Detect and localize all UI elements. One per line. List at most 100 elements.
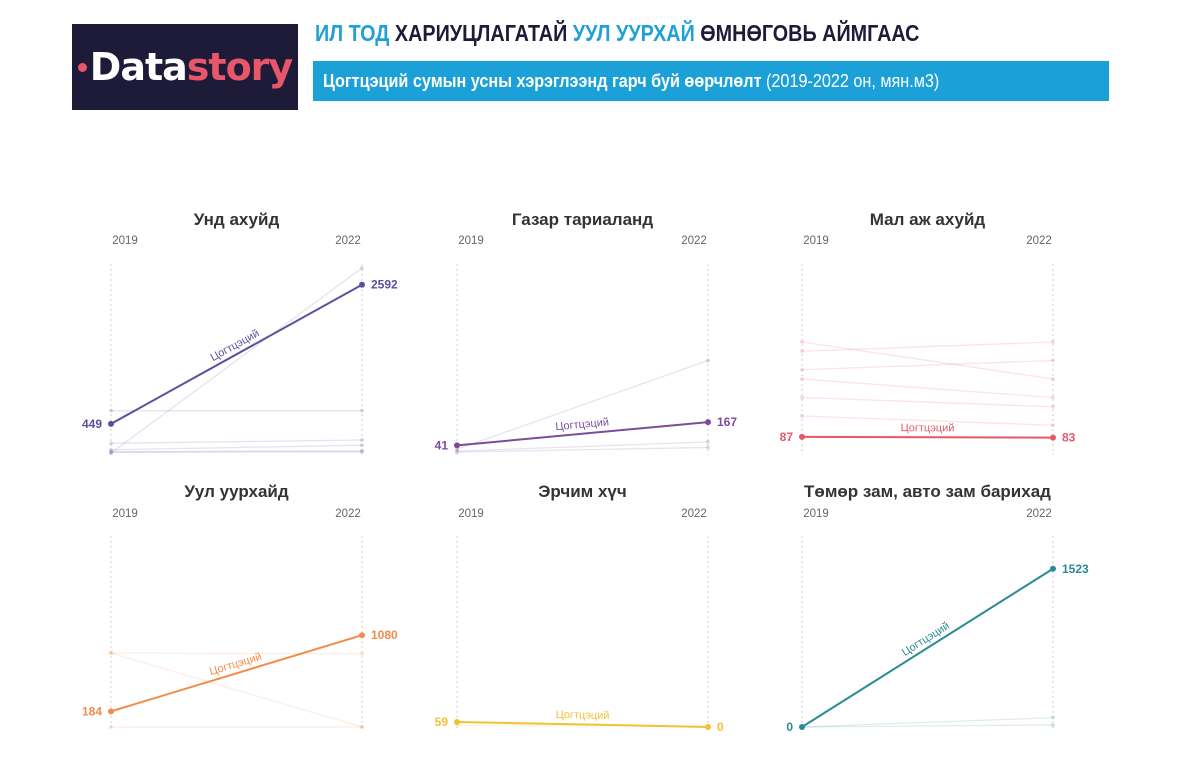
background-series-line	[801, 341, 1054, 352]
background-series-line	[801, 717, 1054, 728]
background-series-point	[1051, 404, 1055, 409]
background-series-point	[109, 408, 113, 413]
chart-title: Газар тариаланд	[512, 210, 653, 229]
year-label-start: 2019	[112, 508, 138, 520]
subtitle-bar: Цогтцэций сумын усны хэрэглээнд гарч буй…	[313, 61, 1109, 101]
background-series-line	[456, 359, 709, 450]
logo-dot-icon	[77, 63, 87, 72]
background-series-point	[1051, 395, 1055, 400]
background-series-point	[706, 358, 710, 363]
background-series-line	[801, 415, 1054, 426]
background-series-line	[801, 359, 1054, 371]
value-label-end: 2592	[371, 278, 398, 292]
value-label-start: 0	[786, 720, 793, 734]
highlight-point-start	[108, 420, 114, 427]
value-label-end: 0	[717, 720, 724, 734]
background-series-point	[800, 340, 804, 344]
value-label-end: 167	[717, 415, 737, 429]
background-series-point	[455, 449, 459, 454]
highlight-point-end	[359, 281, 365, 288]
year-label-start: 2019	[458, 508, 484, 520]
background-series-point	[360, 408, 364, 413]
background-series-point	[109, 725, 113, 729]
title-highlight-2: УУЛ УУРХАЙ	[572, 20, 695, 46]
highlight-point-end	[359, 632, 365, 639]
background-series-line	[456, 446, 709, 453]
background-series-line	[801, 724, 1054, 728]
value-label-start: 87	[780, 430, 794, 444]
background-series-point	[1051, 722, 1055, 727]
year-label-end: 2022	[1026, 235, 1052, 247]
background-series-point	[109, 449, 113, 454]
highlight-line	[801, 567, 1054, 728]
background-series-line	[110, 267, 363, 454]
highlight-point-end	[705, 724, 711, 730]
year-label-end: 2022	[681, 235, 707, 247]
year-label-end: 2022	[335, 508, 361, 520]
highlight-point-end	[1050, 434, 1056, 441]
highlight-point-start	[454, 718, 460, 725]
background-series-point	[1051, 377, 1055, 381]
background-series-point	[706, 445, 710, 450]
background-series-line	[801, 378, 1054, 399]
background-series-line	[801, 341, 1054, 380]
series-label: Цогтцэций	[555, 416, 610, 433]
background-series-point	[455, 447, 459, 452]
background-series-point	[360, 266, 364, 270]
background-series-line	[801, 396, 1054, 408]
series-label: Цогтцэций	[901, 422, 955, 434]
value-label-end: 83	[1062, 431, 1076, 445]
background-series-point	[800, 367, 804, 372]
highlight-point-start	[799, 724, 805, 730]
title-part-1: ХАРИУЦЛАГАТАЙ	[389, 20, 573, 46]
page-subtitle: Цогтцэций сумын усны хэрэглээнд гарч буй…	[323, 71, 939, 92]
background-series-point	[360, 449, 364, 454]
title-part-2: ӨМНӨГОВЬ АЙМГААС	[694, 20, 920, 46]
background-series-point	[360, 438, 364, 443]
background-series-line	[110, 450, 363, 453]
chart-title: Эрчим хүч	[538, 482, 626, 501]
background-series-point	[360, 651, 364, 656]
year-label-start: 2019	[803, 235, 829, 247]
value-label-start: 59	[435, 715, 449, 729]
background-series-point	[360, 725, 364, 729]
background-series-line	[110, 444, 363, 451]
background-series-point	[109, 447, 113, 452]
background-series-point	[109, 450, 113, 455]
background-series-line	[110, 439, 363, 444]
logo-accent: story	[186, 45, 293, 89]
year-label-end: 2022	[681, 508, 707, 520]
chart-title: Мал аж ахуйд	[870, 210, 986, 229]
chart-title: Төмөр зам, авто зам барихад	[804, 482, 1051, 501]
background-series-point	[109, 651, 113, 656]
highlight-point-end	[705, 419, 711, 426]
background-series-point	[1051, 358, 1055, 363]
background-series-point	[1051, 423, 1055, 428]
background-series-point	[1051, 715, 1055, 720]
logo-text: Datastory	[77, 45, 293, 89]
background-series-point	[360, 725, 364, 729]
series-label: Цогтцэций	[556, 709, 610, 722]
logo-main: Data	[89, 45, 188, 89]
highlight-line	[110, 283, 363, 425]
subtitle-rest: (2019-2022 он, мян.м3)	[761, 70, 940, 91]
value-label-start: 41	[435, 438, 449, 452]
highlight-point-end	[1050, 565, 1056, 572]
chart-title: Уул уурхайд	[184, 482, 289, 501]
highlight-point-start	[108, 708, 114, 715]
value-label-end: 1523	[1062, 562, 1089, 576]
background-series-point	[800, 377, 804, 381]
series-label: Цогтцэций	[900, 620, 952, 659]
datastory-logo: Datastory	[72, 24, 298, 110]
year-label-end: 2022	[335, 235, 361, 247]
background-series-point	[800, 395, 804, 400]
background-series-point	[706, 439, 710, 444]
background-series-point	[360, 443, 364, 448]
subtitle-bold: Цогтцэций сумын усны хэрэглээнд гарч буй…	[323, 70, 762, 91]
year-label-start: 2019	[458, 235, 484, 247]
background-series-point	[360, 449, 364, 454]
background-series-line	[110, 652, 363, 728]
title-highlight-1: ИЛ ТОД	[315, 20, 390, 46]
background-series-point	[800, 414, 804, 418]
chart-title: Унд ахуйд	[194, 210, 280, 229]
